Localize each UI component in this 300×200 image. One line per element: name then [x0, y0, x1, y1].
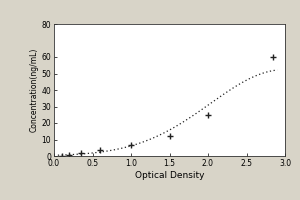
Y-axis label: Concentration(ng/mL): Concentration(ng/mL): [30, 48, 39, 132]
X-axis label: Optical Density: Optical Density: [135, 171, 204, 180]
